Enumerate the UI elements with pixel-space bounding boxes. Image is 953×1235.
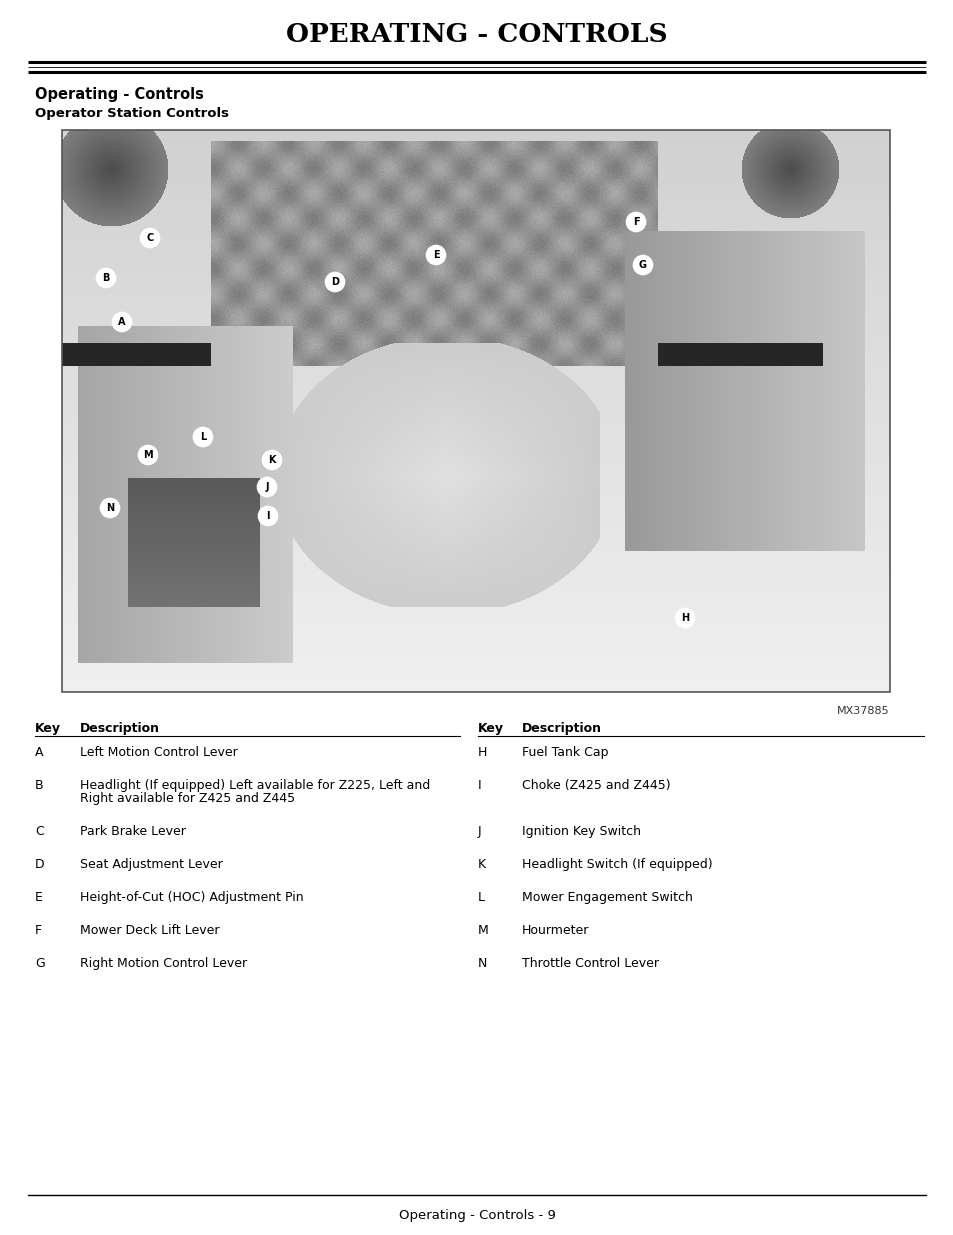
Circle shape: [140, 228, 159, 247]
Circle shape: [675, 609, 694, 627]
Text: D: D: [35, 858, 45, 871]
Text: Choke (Z425 and Z445): Choke (Z425 and Z445): [521, 779, 670, 792]
Text: Park Brake Lever: Park Brake Lever: [80, 825, 186, 839]
Text: L: L: [477, 890, 484, 904]
Circle shape: [633, 256, 652, 274]
Text: N: N: [106, 503, 114, 513]
Text: Headlight (If equipped) Left available for Z225, Left and: Headlight (If equipped) Left available f…: [80, 779, 430, 792]
Text: Operator Station Controls: Operator Station Controls: [35, 106, 229, 120]
Circle shape: [258, 506, 277, 526]
Text: B: B: [35, 779, 44, 792]
Circle shape: [138, 446, 157, 464]
Text: Mower Deck Lift Lever: Mower Deck Lift Lever: [80, 924, 219, 937]
Circle shape: [112, 312, 132, 331]
Text: N: N: [477, 957, 487, 969]
Text: Operating - Controls - 9: Operating - Controls - 9: [398, 1209, 555, 1221]
Text: G: G: [639, 261, 646, 270]
Text: H: H: [680, 613, 688, 622]
Text: Description: Description: [521, 722, 601, 735]
Text: K: K: [477, 858, 486, 871]
Circle shape: [325, 273, 344, 291]
Text: Key: Key: [477, 722, 503, 735]
Text: Height-of-Cut (HOC) Adjustment Pin: Height-of-Cut (HOC) Adjustment Pin: [80, 890, 303, 904]
Text: MX37885: MX37885: [837, 706, 889, 716]
Text: Operating - Controls: Operating - Controls: [35, 88, 204, 103]
Text: C: C: [35, 825, 44, 839]
Text: M: M: [143, 450, 152, 459]
Text: Right available for Z425 and Z445: Right available for Z425 and Z445: [80, 792, 294, 805]
Text: E: E: [35, 890, 43, 904]
Text: F: F: [35, 924, 42, 937]
Text: H: H: [477, 746, 487, 760]
Circle shape: [96, 268, 115, 288]
Text: Fuel Tank Cap: Fuel Tank Cap: [521, 746, 608, 760]
Text: E: E: [433, 249, 438, 261]
Text: Throttle Control Lever: Throttle Control Lever: [521, 957, 659, 969]
Text: OPERATING - CONTROLS: OPERATING - CONTROLS: [286, 22, 667, 47]
Text: J: J: [265, 482, 269, 492]
Text: Ignition Key Switch: Ignition Key Switch: [521, 825, 640, 839]
Circle shape: [193, 427, 213, 447]
Text: J: J: [477, 825, 481, 839]
Bar: [62, 130, 889, 692]
Text: I: I: [266, 511, 270, 521]
Text: D: D: [331, 277, 338, 287]
Text: I: I: [477, 779, 481, 792]
Text: Seat Adjustment Lever: Seat Adjustment Lever: [80, 858, 222, 871]
Text: A: A: [35, 746, 44, 760]
Circle shape: [257, 478, 276, 496]
Text: Description: Description: [80, 722, 160, 735]
Circle shape: [426, 246, 445, 264]
Text: L: L: [200, 432, 206, 442]
Text: C: C: [146, 233, 153, 243]
Circle shape: [100, 499, 119, 517]
Text: Key: Key: [35, 722, 61, 735]
Text: M: M: [477, 924, 488, 937]
Text: K: K: [268, 454, 275, 466]
Circle shape: [262, 451, 281, 469]
Text: Left Motion Control Lever: Left Motion Control Lever: [80, 746, 237, 760]
Text: B: B: [102, 273, 110, 283]
Circle shape: [626, 212, 645, 231]
Text: A: A: [118, 317, 126, 327]
Text: Hourmeter: Hourmeter: [521, 924, 589, 937]
Text: Headlight Switch (If equipped): Headlight Switch (If equipped): [521, 858, 712, 871]
Text: Mower Engagement Switch: Mower Engagement Switch: [521, 890, 692, 904]
Text: F: F: [632, 217, 639, 227]
Text: G: G: [35, 957, 45, 969]
Text: Right Motion Control Lever: Right Motion Control Lever: [80, 957, 247, 969]
